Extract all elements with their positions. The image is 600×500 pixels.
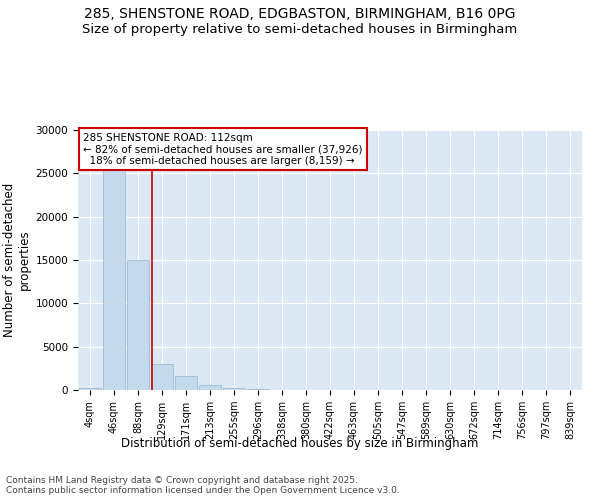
Text: Contains HM Land Registry data © Crown copyright and database right 2025.
Contai: Contains HM Land Registry data © Crown c… <box>6 476 400 495</box>
Bar <box>247 389 269 390</box>
Text: Size of property relative to semi-detached houses in Birmingham: Size of property relative to semi-detach… <box>82 22 518 36</box>
Text: Distribution of semi-detached houses by size in Birmingham: Distribution of semi-detached houses by … <box>121 438 479 450</box>
Text: 285 SHENSTONE ROAD: 112sqm
← 82% of semi-detached houses are smaller (37,926)
  : 285 SHENSTONE ROAD: 112sqm ← 82% of semi… <box>83 132 362 166</box>
Bar <box>127 260 149 390</box>
Y-axis label: Number of semi-detached
properties: Number of semi-detached properties <box>4 183 31 337</box>
Text: 285, SHENSTONE ROAD, EDGBASTON, BIRMINGHAM, B16 0PG: 285, SHENSTONE ROAD, EDGBASTON, BIRMINGH… <box>84 8 516 22</box>
Bar <box>175 376 197 390</box>
Bar <box>103 164 125 390</box>
Bar <box>151 364 173 390</box>
Bar <box>79 388 101 390</box>
Bar <box>199 385 221 390</box>
Bar <box>223 388 245 390</box>
